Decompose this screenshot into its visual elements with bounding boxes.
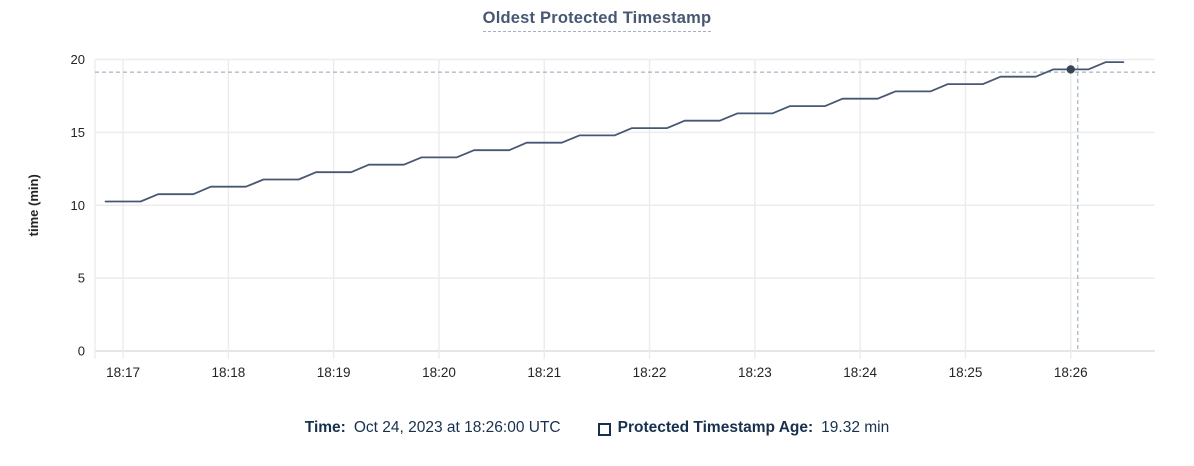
y-tick-label: 20 <box>71 52 85 67</box>
y-axis-title: time (min) <box>26 174 41 236</box>
series-checkbox-icon[interactable] <box>597 422 611 436</box>
series-line <box>104 61 1125 203</box>
x-tick-label: 18:20 <box>422 365 456 380</box>
x-tick-label: 18:26 <box>1054 365 1088 380</box>
legend-series-value: 19.32 min <box>821 419 890 436</box>
x-tick-label: 18:25 <box>949 365 983 380</box>
y-tick-label: 15 <box>71 125 85 140</box>
x-tick-label: 18:24 <box>843 365 877 380</box>
x-tick-label: 18:23 <box>738 365 772 380</box>
x-tick-label: 18:22 <box>633 365 667 380</box>
y-tick-label: 5 <box>78 271 85 286</box>
y-tick-label: 10 <box>71 198 85 213</box>
x-tick-label: 18:17 <box>106 365 140 380</box>
chart-title[interactable]: Oldest Protected Timestamp <box>482 9 712 32</box>
hover-point <box>1066 65 1075 74</box>
line-chart[interactable]: 0 5 10 15 20 18:17 18:18 18:19 18:20 18:21 18:22 18… <box>0 0 1194 400</box>
legend-time-label: Time: <box>304 419 346 436</box>
y-tick-label: 0 <box>78 344 85 359</box>
legend-series-label: Protected Timestamp Age: <box>617 419 814 436</box>
chart-header: Oldest Protected Timestamp <box>0 9 1194 32</box>
hover-legend: Time: Oct 24, 2023 at 18:26:00 UTC Prote… <box>0 417 1194 439</box>
x-tick-label: 18:19 <box>317 365 351 380</box>
x-tick-label: 18:21 <box>527 365 561 380</box>
series-toggle[interactable]: Protected Timestamp Age: 19.32 min <box>597 417 890 439</box>
legend-time-value: Oct 24, 2023 at 18:26:00 UTC <box>353 419 561 436</box>
x-tick-label: 18:18 <box>211 365 245 380</box>
